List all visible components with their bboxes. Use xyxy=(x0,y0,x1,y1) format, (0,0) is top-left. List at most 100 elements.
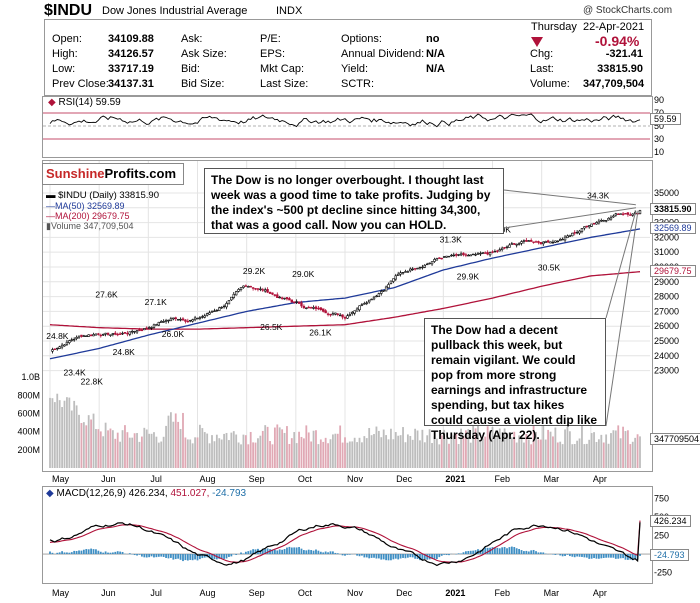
volume-bar xyxy=(99,431,102,468)
macd-histogram-bar xyxy=(443,554,446,555)
macd-histogram-bar xyxy=(419,554,421,561)
volume-bar xyxy=(290,438,293,468)
quote-label-col1-0: Open: xyxy=(52,33,82,45)
volume-bar xyxy=(585,443,588,468)
candle-body xyxy=(77,335,81,338)
volume-bar xyxy=(225,432,228,468)
volume-bar xyxy=(397,435,400,468)
macd-histogram-bar xyxy=(501,547,504,555)
volume-bar xyxy=(515,442,518,468)
candle-body xyxy=(51,349,54,352)
macd-histogram-bar xyxy=(542,552,545,555)
legend-price-text: $INDU (Daily) 33815.90 xyxy=(58,190,159,201)
macd-histogram-bar xyxy=(617,554,620,559)
macd-histogram-bar xyxy=(92,549,95,555)
candle-body xyxy=(409,268,412,272)
candle-body xyxy=(114,332,117,335)
volume-bar xyxy=(160,441,163,468)
volume-bar xyxy=(300,436,303,468)
candle-body xyxy=(498,249,501,252)
candle-body xyxy=(305,307,308,309)
annotation-top: The Dow is no longer overbought. I thoug… xyxy=(204,168,504,234)
candle-body xyxy=(469,254,472,257)
volume-bar xyxy=(199,424,201,468)
volume-bar xyxy=(58,400,61,468)
price-tick-label: 25000 xyxy=(654,336,679,346)
price-value-tag: 33815.90 xyxy=(650,203,696,216)
macd-histogram-bar xyxy=(590,554,593,559)
candle-body xyxy=(450,254,453,257)
candle-body xyxy=(464,254,468,256)
macd-panel xyxy=(42,486,653,584)
rsi-tick-label: 50 xyxy=(654,121,664,131)
sunshine-logo: SunshineProfits.com xyxy=(42,163,184,185)
candle-body xyxy=(455,254,458,256)
macd-histogram-bar xyxy=(624,554,627,560)
line-icon: — xyxy=(46,211,55,221)
peak-label: 24.8K xyxy=(113,347,136,357)
volume-bar xyxy=(426,435,429,468)
candle-body xyxy=(578,230,581,234)
candle-body xyxy=(384,286,388,292)
candle-body xyxy=(503,247,506,249)
price-month-label: Mar xyxy=(543,474,560,484)
macd-histogram-bar xyxy=(203,554,206,558)
candle-body xyxy=(355,308,359,312)
volume-bar xyxy=(172,421,175,468)
volume-bar xyxy=(385,435,388,468)
macd-histogram-bar xyxy=(358,554,361,557)
candle-body xyxy=(256,288,260,290)
macd-histogram-bar xyxy=(283,549,286,555)
ma200-line xyxy=(49,271,641,330)
volume-bar xyxy=(344,437,346,468)
macd-histogram-bar xyxy=(179,554,182,560)
macd-histogram-bar xyxy=(503,546,506,555)
macd-month-label: Jul xyxy=(150,588,162,598)
candle-body xyxy=(143,328,146,331)
quote-value-col4-2: N/A xyxy=(426,63,445,75)
candle-body xyxy=(314,306,318,310)
volume-bar xyxy=(627,430,629,468)
volume-bar xyxy=(513,431,516,468)
candle-body xyxy=(297,301,301,304)
candle-body xyxy=(561,238,564,241)
macd-histogram-bar xyxy=(390,554,392,561)
candle-body xyxy=(452,254,456,257)
macd-histogram-bar xyxy=(186,554,189,561)
macd-histogram-bar xyxy=(576,554,579,557)
candle-body xyxy=(155,324,158,326)
volume-bar xyxy=(75,405,78,468)
macd-histogram-bar xyxy=(382,554,385,560)
macd-histogram-bar xyxy=(619,554,622,559)
volume-bar xyxy=(520,436,523,468)
candle-body xyxy=(554,240,557,243)
volume-bar xyxy=(186,439,189,468)
volume-bar xyxy=(150,433,153,468)
macd-histogram-bar xyxy=(56,552,59,555)
candle-body xyxy=(583,226,586,229)
volume-bar xyxy=(631,441,634,468)
candle-body xyxy=(234,291,238,296)
macd-histogram-bar xyxy=(469,550,472,555)
macd-histogram-bar xyxy=(460,553,462,555)
legend-ma200: —MA(200) 29679.75 xyxy=(46,211,159,221)
macd-histogram-bar xyxy=(520,550,523,555)
volume-bar xyxy=(170,412,172,468)
candle-body xyxy=(121,332,124,335)
volume-bar xyxy=(508,432,511,468)
macd-histogram-bar xyxy=(119,551,122,555)
macd-histogram-bar xyxy=(261,548,264,555)
candle-body xyxy=(447,255,451,258)
volume-tick-label: 1.0B xyxy=(21,372,40,382)
volume-bar xyxy=(597,439,600,468)
pct-change: -0.94% xyxy=(595,33,640,49)
macd-histogram-bar xyxy=(561,554,564,557)
macd-histogram-bar xyxy=(402,554,404,558)
macd-histogram-bar xyxy=(634,554,637,559)
volume-bar xyxy=(411,439,414,468)
macd-histogram-bar xyxy=(167,554,170,559)
volume-bar xyxy=(373,434,375,468)
price-month-label: May xyxy=(52,474,70,484)
candle-body xyxy=(343,316,347,319)
volume-bar xyxy=(460,428,462,468)
